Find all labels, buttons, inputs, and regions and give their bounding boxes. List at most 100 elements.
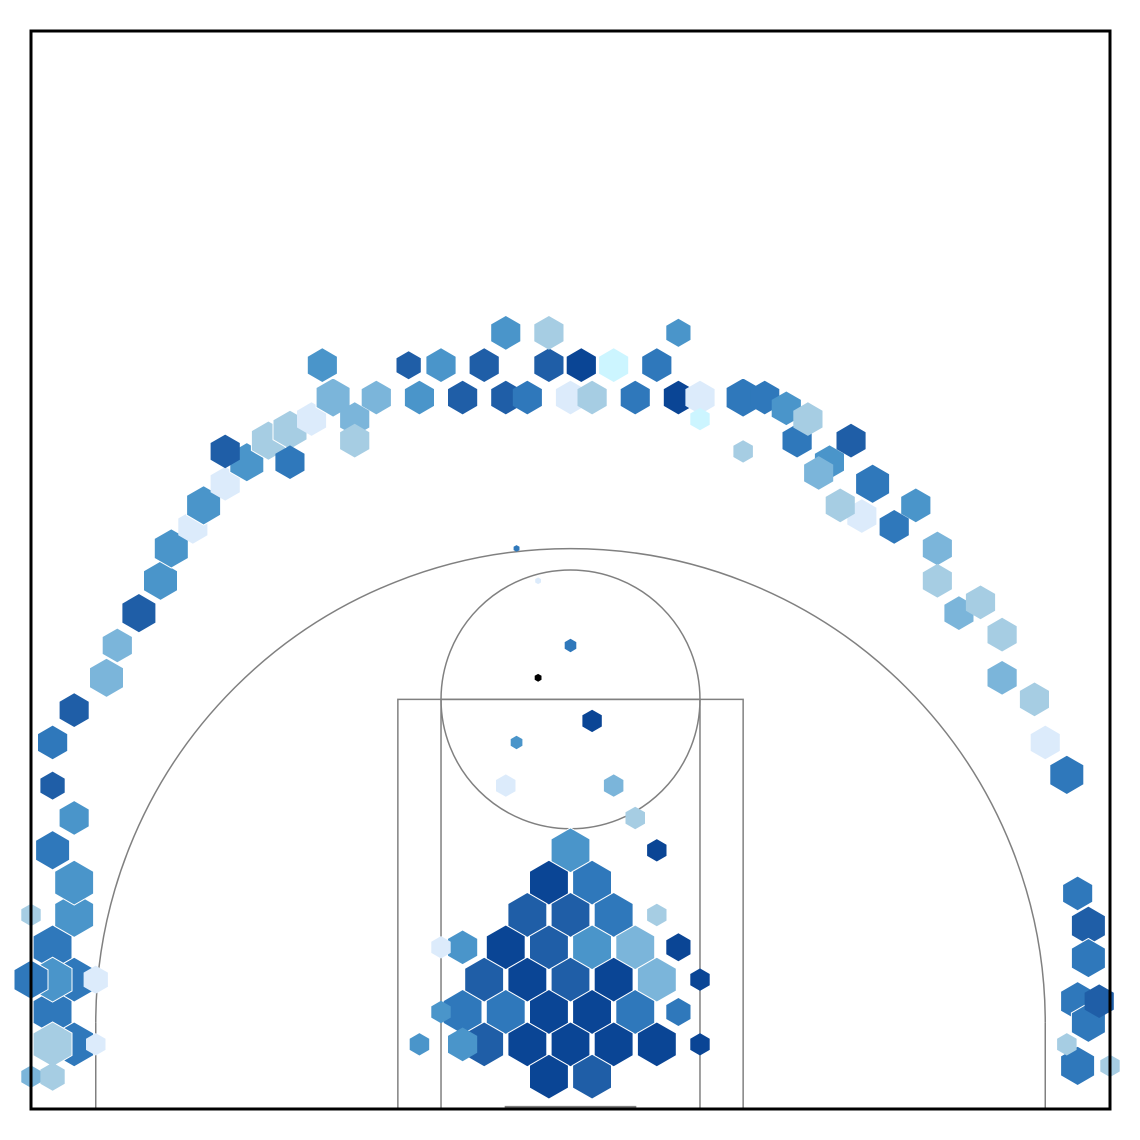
hex-bin <box>38 725 68 760</box>
hex-bin <box>507 956 548 1003</box>
hex-bin <box>620 380 650 415</box>
hex-bin <box>426 348 456 382</box>
hex-bin <box>1060 1045 1096 1087</box>
court-lines <box>94 547 1047 1109</box>
hex-bin <box>1057 1033 1077 1056</box>
inner-lane <box>440 698 701 1109</box>
hex-bin <box>485 988 526 1035</box>
hex-bin <box>625 806 645 830</box>
hex-bin <box>431 1000 451 1024</box>
hex-bin <box>448 380 478 415</box>
hex-bin <box>512 380 542 415</box>
hex-bin <box>550 891 591 938</box>
hex-bin <box>666 998 691 1026</box>
hex-bin <box>1084 984 1114 1018</box>
hex-bin <box>599 348 629 382</box>
hex-bin <box>86 1033 106 1056</box>
hex-bin <box>469 348 499 382</box>
hex-bin <box>572 859 612 906</box>
hex-bin <box>577 380 607 415</box>
hex-bin <box>666 318 691 347</box>
hex-bin <box>121 592 157 634</box>
hex-bin <box>340 423 370 458</box>
hex-bin <box>550 1021 591 1068</box>
hex-bin <box>448 1027 478 1062</box>
hex-bin <box>733 440 753 463</box>
hex-bin <box>793 402 823 436</box>
hex-bin <box>685 380 715 415</box>
hex-bin <box>491 316 521 350</box>
hex-bin <box>210 434 240 469</box>
hex-bin <box>572 924 612 971</box>
hex-bin <box>901 488 931 523</box>
hex-bin <box>636 1021 677 1068</box>
hex-bin <box>513 545 520 552</box>
hex-bin <box>431 936 451 959</box>
hex-bin <box>636 956 677 1003</box>
hex-bins <box>13 316 1120 1100</box>
hex-bin <box>210 466 240 501</box>
hex-bin <box>529 1053 569 1100</box>
hex-bin <box>496 774 516 797</box>
hex-bin <box>690 968 710 991</box>
hex-bin <box>593 1021 634 1068</box>
hex-bin <box>564 638 577 653</box>
hex-bin <box>54 859 95 906</box>
hex-bin <box>690 1033 710 1056</box>
hex-bin <box>275 445 305 479</box>
hex-bin <box>603 774 624 797</box>
hex-bin <box>615 924 656 971</box>
hex-bin <box>83 965 108 994</box>
hex-bin <box>855 463 891 504</box>
hex-bin <box>572 1053 612 1100</box>
hex-bin <box>922 563 952 598</box>
plot-frame <box>29 29 1112 1111</box>
hex-bin <box>40 1062 65 1091</box>
three-point-arc <box>94 547 1047 1023</box>
hex-bin <box>879 510 909 544</box>
hex-bin <box>464 956 505 1003</box>
hex-bin <box>987 661 1017 695</box>
hex-bin <box>59 693 89 727</box>
hex-bin <box>409 1033 430 1056</box>
hex-bin <box>507 891 548 938</box>
hex-bin <box>642 348 672 382</box>
hex-bin <box>143 560 178 601</box>
hex-bin <box>307 348 337 382</box>
hex-bin <box>534 348 564 382</box>
hex-bin <box>965 585 996 620</box>
hex-bin <box>593 891 634 938</box>
hex-bin <box>987 617 1017 652</box>
hex-bin <box>340 402 370 436</box>
hex-bin <box>825 488 855 523</box>
hex-bin <box>666 933 691 962</box>
hex-bin <box>550 956 591 1003</box>
hex-bin <box>102 628 132 663</box>
hex-bin <box>1063 876 1093 911</box>
hex-bin <box>507 1021 548 1068</box>
hex-bin <box>40 771 65 800</box>
hex-bin <box>89 657 124 698</box>
hex-bin <box>448 930 478 965</box>
hex-bin <box>529 924 569 971</box>
hex-bin <box>615 988 656 1035</box>
hex-bin <box>582 709 602 733</box>
hex-bin <box>396 351 421 380</box>
hex-bin <box>529 988 569 1035</box>
hex-bin <box>550 827 591 874</box>
hex-bin <box>1049 754 1085 796</box>
hex-bin <box>529 859 569 906</box>
hex-bin <box>566 348 596 382</box>
hex-bin <box>647 839 667 862</box>
hex-bin <box>836 423 866 458</box>
hex-bin <box>534 316 564 350</box>
hex-bin <box>647 903 667 927</box>
hex-bin <box>54 891 95 938</box>
hex-bin <box>1070 937 1106 979</box>
hex-bin <box>361 380 391 415</box>
hex-bin <box>315 377 351 418</box>
hex-bin <box>804 456 834 490</box>
hex-bin <box>690 407 710 431</box>
hex-bin <box>1019 682 1049 717</box>
